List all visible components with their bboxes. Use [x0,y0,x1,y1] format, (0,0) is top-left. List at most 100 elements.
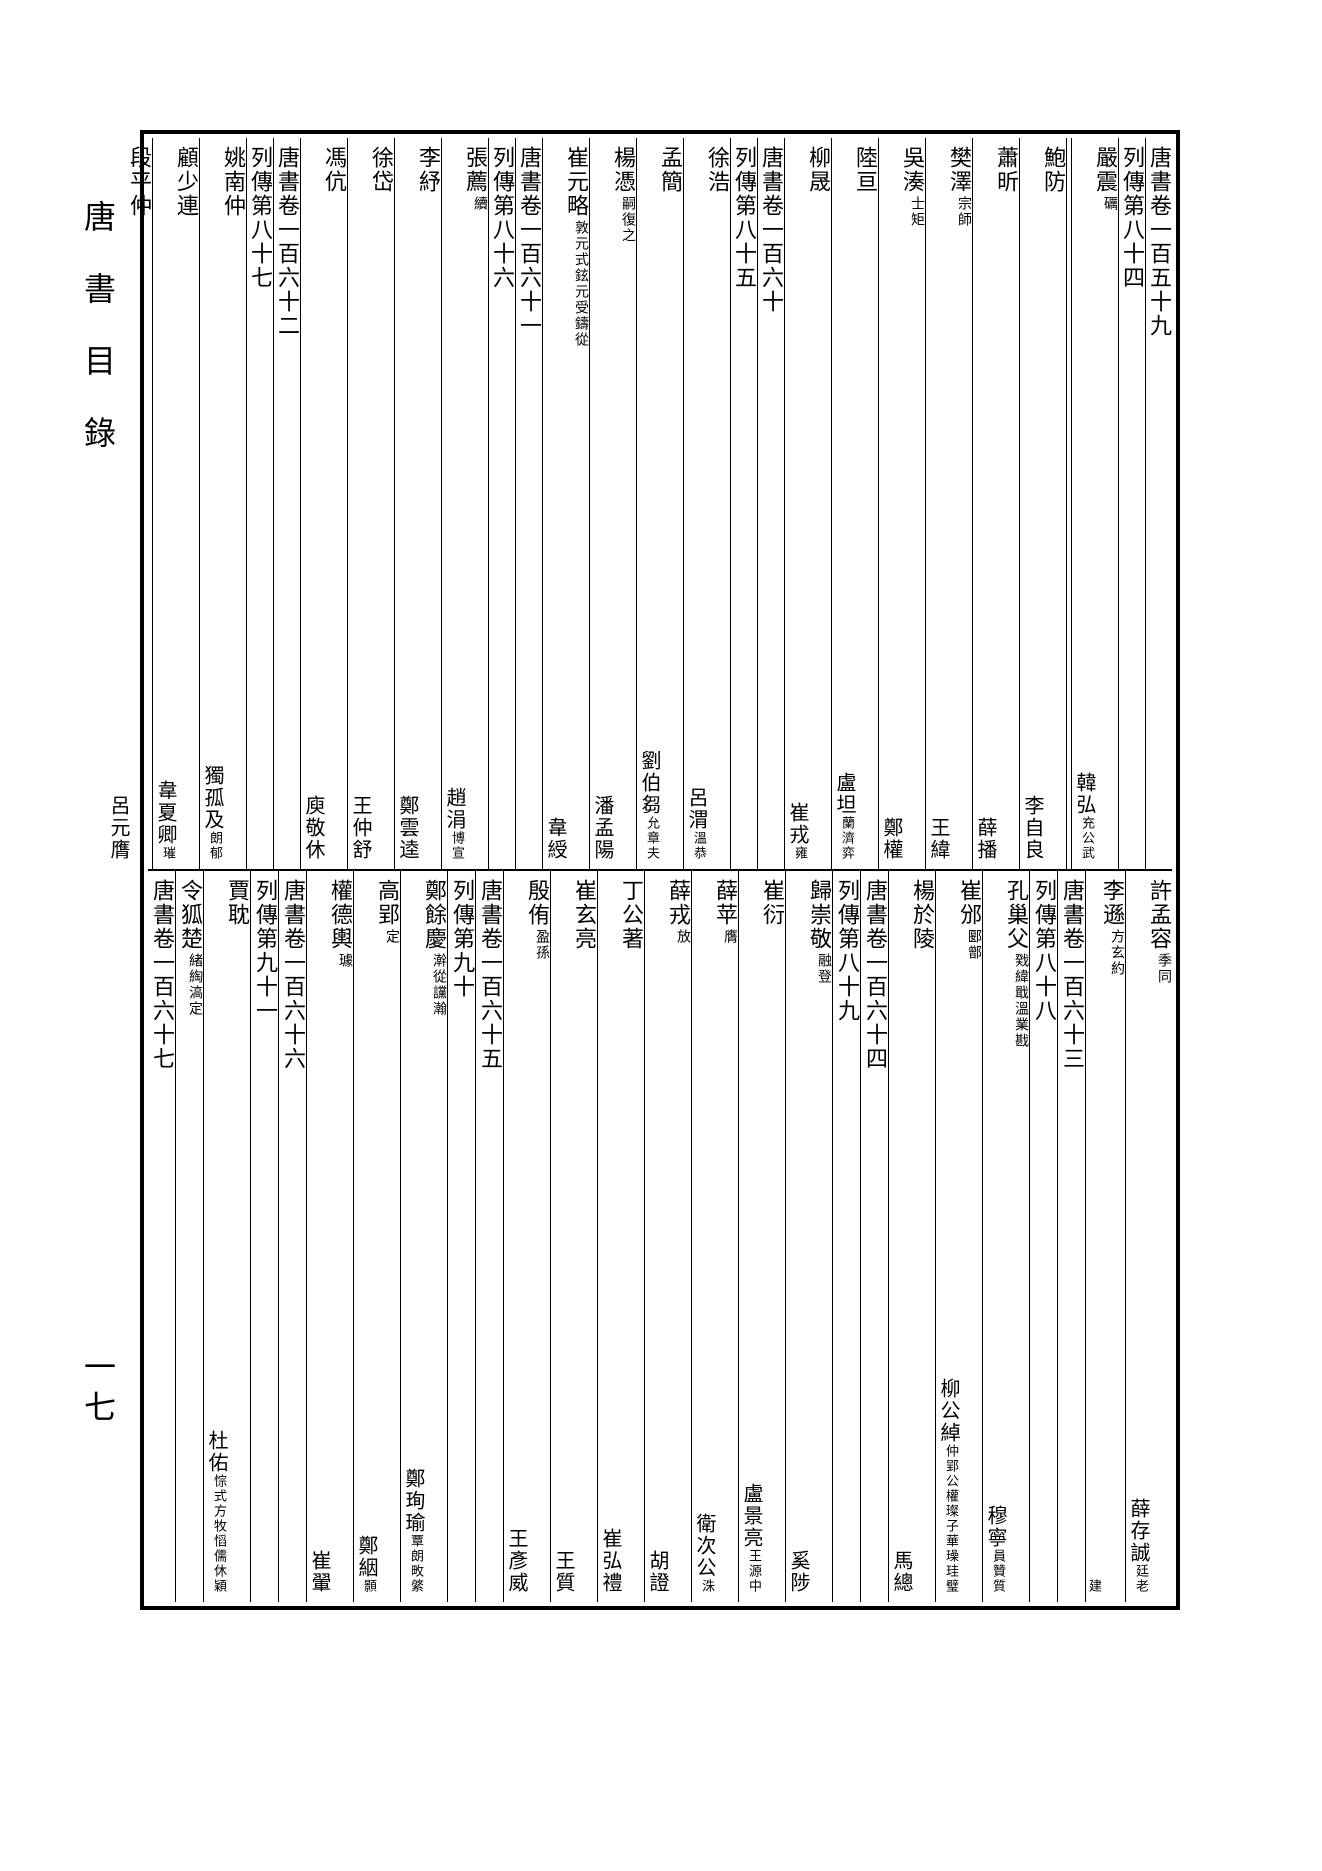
text-column: 柳晟崔戎雍 [784,138,831,869]
entry-main: 丁公著 [620,879,642,951]
entry-main: 陸亘 [854,146,876,194]
entry-second-sub: 顥 [356,1579,376,1594]
text-column: 李紓鄭雲逵 [394,138,441,869]
entry-second: 韋夏卿 [155,760,175,846]
text-column: 崔衍盧景亮王源中 [738,871,785,1602]
entry-main: 殷侑 [526,879,548,927]
text-column: 楊憑嗣復之潘孟陽 [589,138,636,869]
entry-second-sub: 博宣 [444,831,464,861]
entry-second: 馬總 [891,1530,911,1594]
text-column: 列傳第九十 [447,871,475,1602]
text-column: 崔玄亮王質 [550,871,597,1602]
entry-second: 鄭珣瑜 [403,1448,423,1534]
text-column: 楊於陵馬總 [888,871,935,1602]
entry-main: 鮑防 [1042,146,1064,194]
entry-main: 鄭餘慶 [423,879,445,951]
text-column: 列傳第八十五 [730,138,757,869]
entry-main: 唐書卷一百五十九 [1148,146,1170,338]
entry-main: 楊於陵 [911,879,933,951]
entry-main: 許孟容 [1148,879,1170,951]
entry-second: 杜佑 [206,1410,226,1474]
entry-main: 張薦 [464,146,486,194]
text-column: 張薦續趙涓博宣 [441,138,488,869]
entry-sub: 方玄約 [1101,929,1123,977]
entry-main: 段平仲 [128,146,150,218]
text-column: 鮑防李自良 [1019,138,1066,869]
entry-second: 呂渭 [686,767,706,831]
entry-second-sub: 覃朗畋綮 [403,1534,423,1594]
entry-second-sub: 員贊質 [985,1549,1005,1594]
entry-main: 崔玄亮 [573,879,595,951]
entry-second-sub: 璀 [155,846,175,861]
entry-sub: 盈孫 [526,929,548,961]
entry-second: 庾敬休 [303,775,323,861]
entry-second-sub: 洙 [694,1579,714,1594]
page-frame: 唐書卷一百五十九列傳第八十四嚴震礪韓弘充公武鮑防李自良蕭昕薛播樊澤宗師王緯吳湊士… [140,130,1180,1610]
entry-second: 王緯 [928,797,948,861]
entry-second-sub: 允章夫 [639,816,659,861]
entry-main: 令狐楚 [179,879,201,951]
entry-second: 韓弘 [1074,752,1094,816]
entry-main: 權德輿 [329,879,351,951]
entry-main: 列傳第九十一 [254,879,276,1023]
text-column: 李遜方玄約建 [1085,871,1125,1602]
entry-main: 崔邠 [958,879,980,927]
entry-main: 嚴震 [1094,146,1116,194]
entry-sub: 緒綯滈定 [179,953,201,1017]
entry-sub: 士矩 [901,196,923,228]
entry-main: 唐書卷一百六十六 [282,879,304,1071]
text-column: 列傳第九十一 [250,871,278,1602]
entry-main: 薛戎 [667,879,689,927]
entry-main: 孔巢父 [1005,879,1027,951]
text-column: 列傳第八十九 [832,871,860,1602]
text-column: 殷侑盈孫王彥威 [503,871,550,1602]
entry-main: 姚南仲 [222,146,244,218]
entry-second: 獨孤及 [202,745,222,831]
text-column: 唐書卷一百六十三 [1057,871,1085,1602]
entry-sub: 澣從讜瀚 [423,953,445,1017]
text-column: 嚴震礪韓弘充公武 [1071,138,1118,869]
text-column: 唐書卷一百六十 [757,138,784,869]
entry-second-sub: 仲郢公權璨子華璪珪璧 [938,1444,958,1594]
entry-second: 崔弘禮 [600,1508,620,1594]
text-column: 許孟容季同薛存誠廷老 [1125,871,1172,1602]
entry-second: 呂元膺 [108,775,128,861]
entry-second: 李自良 [1022,775,1042,861]
entry-second: 胡證 [647,1530,667,1594]
text-column: 姚南仲獨孤及朗郁 [199,138,246,869]
entry-main: 賈耽 [226,879,248,927]
text-column: 顧少連韋夏卿璀 [152,138,199,869]
entry-main: 樊澤 [948,146,970,194]
text-column: 鄭餘慶澣從讜瀚鄭珣瑜覃朗畋綮 [400,871,447,1602]
text-column: 令狐楚緒綯滈定 [175,871,203,1602]
entry-main: 顧少連 [175,146,197,218]
entry-main: 李紓 [417,146,439,194]
text-column: 崔邠郾鄫柳公綽仲郢公權璨子華璪珪璧 [935,871,982,1602]
entry-main: 唐書卷一百六十五 [479,879,501,1071]
entry-second-sub: 溫恭 [686,831,706,861]
entry-main: 楊憑 [612,146,634,194]
entry-second: 劉伯芻 [639,730,659,816]
entry-second: 盧坦 [834,752,854,816]
text-column: 徐岱王仲舒 [347,138,394,869]
entry-second: 鄭雲逵 [397,775,417,861]
entry-second: 韋綬 [545,797,565,861]
text-column: 丁公著崔弘禮 [597,871,644,1602]
entry-sub: 宗師 [948,196,970,228]
text-column: 唐書卷一百六十七 [148,871,175,1602]
entry-second: 薛播 [975,797,995,861]
entry-main: 列傳第八十九 [836,879,858,1023]
entry-main: 列傳第八十六 [491,146,513,290]
entry-main: 孟簡 [659,146,681,194]
entry-main: 薛苹 [714,879,736,927]
entry-second: 薛存誠 [1128,1478,1148,1564]
entry-sub: 融登 [808,953,830,985]
entry-second-sub: 悰式方牧慆儒休穎 [206,1474,226,1594]
content-area: 唐書卷一百五十九列傳第八十四嚴震礪韓弘充公武鮑防李自良蕭昕薛播樊澤宗師王緯吳湊士… [148,138,1172,1602]
text-column: 列傳第八十七 [246,138,273,869]
entry-sub: 膺 [714,929,736,945]
text-column: 蕭昕薛播 [972,138,1019,869]
entry-second: 潘孟陽 [592,775,612,861]
entry-second: 衛次公 [694,1493,714,1579]
text-column: 列傳第八十四 [1118,138,1145,869]
